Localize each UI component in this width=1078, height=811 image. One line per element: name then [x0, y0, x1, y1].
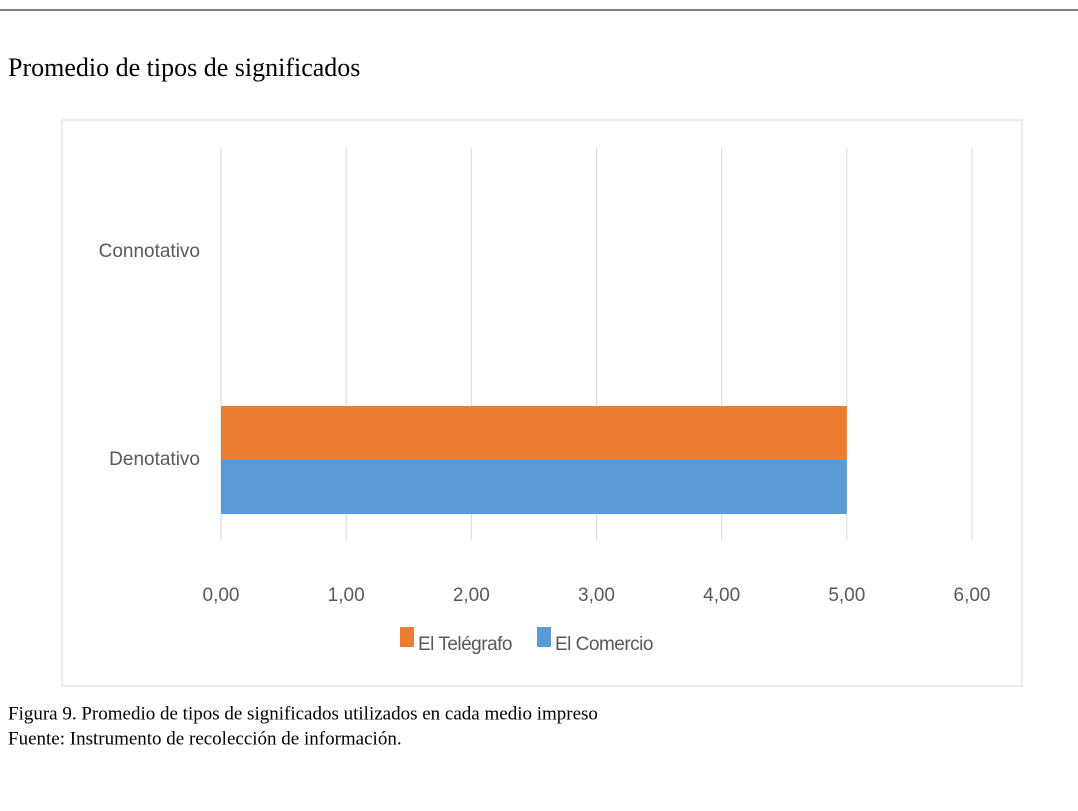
x-tick-label: 1,00	[328, 585, 365, 606]
x-tick-label: 0,00	[203, 585, 240, 606]
x-tick-label: 6,00	[954, 585, 991, 606]
legend-label: El Comercio	[555, 634, 653, 655]
figure-caption: Figura 9. Promedio de tipos de significa…	[8, 703, 598, 724]
y-tick-label: Denotativo	[109, 449, 200, 470]
x-tick-label: 3,00	[578, 585, 615, 606]
x-tick-label: 5,00	[828, 585, 865, 606]
legend-swatch	[537, 627, 551, 647]
legend-label: El Telégrafo	[418, 634, 512, 655]
bar	[221, 460, 847, 514]
source-caption: Fuente: Instrumento de recolección de in…	[8, 728, 402, 749]
x-tick-label: 4,00	[703, 585, 740, 606]
chart-title: Promedio de tipos de significados	[8, 53, 360, 82]
x-tick-label: 2,00	[453, 585, 490, 606]
y-tick-label: Connotativo	[99, 241, 200, 262]
bar	[221, 406, 847, 460]
chart-frame	[61, 119, 1023, 687]
legend-swatch	[400, 627, 414, 647]
